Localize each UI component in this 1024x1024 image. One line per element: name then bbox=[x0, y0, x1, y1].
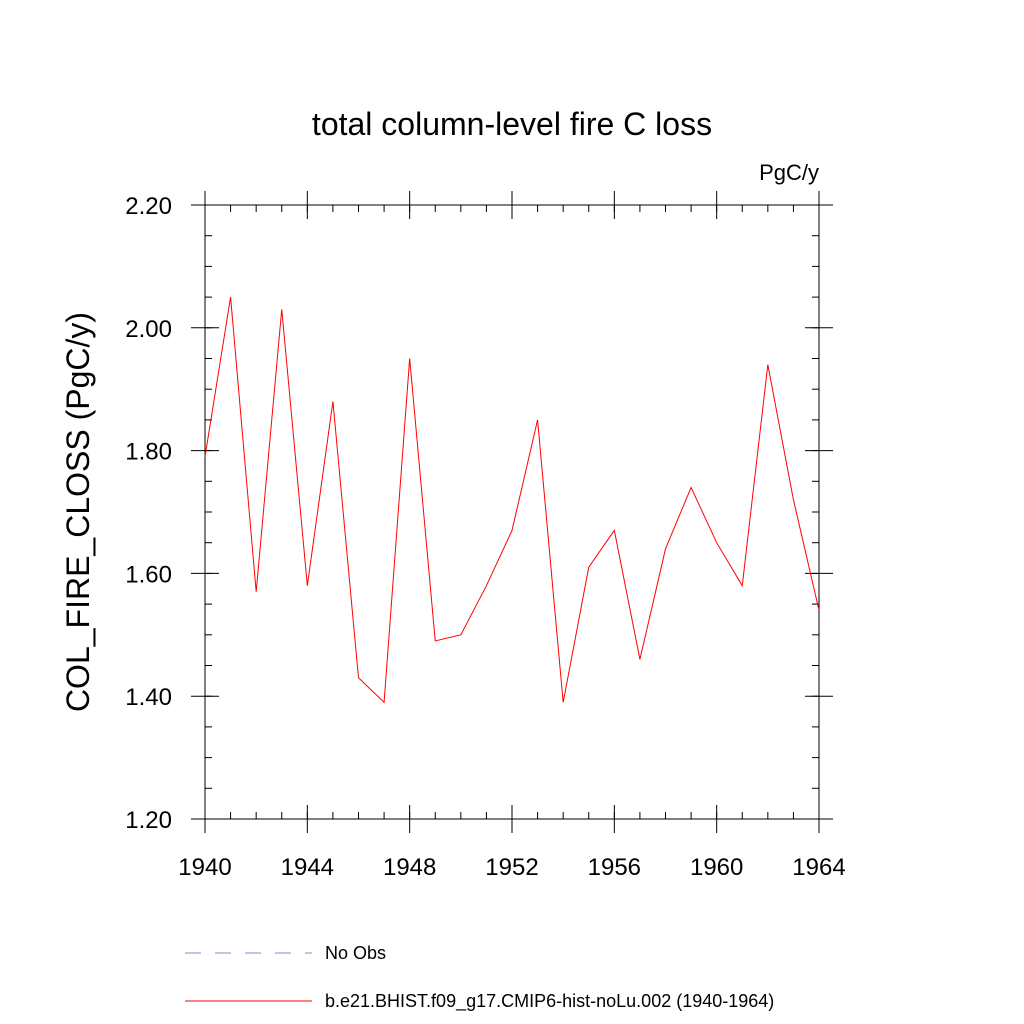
x-tick-label: 1956 bbox=[588, 854, 641, 881]
minor-ticks bbox=[204, 204, 820, 820]
series-line bbox=[204, 297, 820, 704]
plot-frame bbox=[204, 204, 820, 820]
x-tick-label: 1948 bbox=[383, 854, 436, 881]
y-tick-label: 1.80 bbox=[125, 439, 172, 466]
legend: No Obs b.e21.BHIST.f09_g17.CMIP6-hist-no… bbox=[185, 943, 774, 1012]
y-tick-label: 2.20 bbox=[125, 193, 172, 220]
units-label: PgC/y bbox=[759, 160, 819, 185]
major-ticks bbox=[191, 191, 833, 833]
y-tick-label: 1.60 bbox=[125, 561, 172, 588]
y-tick-label: 1.20 bbox=[125, 807, 172, 834]
y-tick-label: 1.40 bbox=[125, 684, 172, 711]
x-tick-label: 1944 bbox=[281, 854, 334, 881]
y-tick-label: 2.00 bbox=[125, 316, 172, 343]
x-tick-label: 1940 bbox=[178, 854, 231, 881]
legend-label-series: b.e21.BHIST.f09_g17.CMIP6-hist-noLu.002 … bbox=[325, 991, 774, 1012]
legend-label-no-obs: No Obs bbox=[325, 943, 386, 963]
chart-title: total column-level fire C loss bbox=[312, 106, 712, 142]
y-tick-labels: 1.20 1.40 1.60 1.80 2.00 2.20 bbox=[125, 193, 172, 834]
y-axis-label: COL_FIRE_CLOSS (PgC/y) bbox=[60, 312, 96, 712]
x-tick-labels: 1940 1944 1948 1952 1956 1960 1964 bbox=[178, 854, 845, 881]
x-tick-label: 1952 bbox=[485, 854, 538, 881]
x-tick-label: 1960 bbox=[690, 854, 743, 881]
x-tick-label: 1964 bbox=[792, 854, 845, 881]
series-group bbox=[204, 297, 820, 704]
